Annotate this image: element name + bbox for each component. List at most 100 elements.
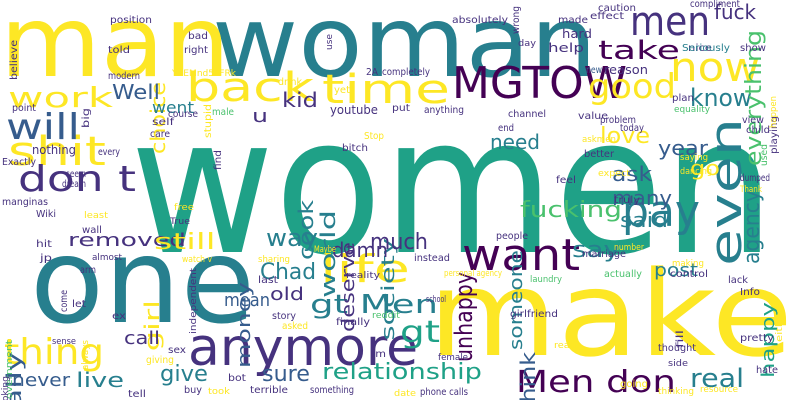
word-anything: anything — [424, 105, 465, 116]
word-independent: independent — [189, 267, 199, 334]
word-u: u — [252, 106, 269, 127]
word-know: know — [690, 84, 753, 112]
word-went: went — [152, 98, 195, 117]
word-view: view — [742, 115, 764, 126]
word-truly: truly — [614, 195, 641, 206]
word-channel: channel — [508, 109, 546, 120]
word-phone-calls: phone calls — [420, 387, 469, 398]
word-mgtow: MGTOW — [452, 58, 627, 109]
word-problem: problem — [600, 115, 637, 126]
word-bitch: bitch — [342, 143, 369, 154]
word-bot: bot — [228, 373, 246, 384]
word-real: real — [690, 364, 745, 394]
word-expect: expect — [598, 169, 630, 179]
word-ask: ask — [612, 162, 652, 186]
word-asked: asked — [282, 321, 309, 332]
word-watch-v: watch v — [182, 255, 212, 265]
word-drink: drink — [278, 77, 303, 88]
word-child: child — [746, 125, 771, 136]
word-removed: removed — [68, 230, 186, 251]
word-seriously: Seriously — [682, 43, 731, 54]
word-personal-agency: personal agency — [444, 269, 503, 279]
word-now: now — [670, 45, 760, 91]
word-control: control — [670, 269, 709, 280]
word-sense: sense — [52, 337, 77, 347]
word-manginas: manginas — [2, 197, 48, 208]
word-live: live — [76, 368, 124, 392]
word-marriage: marriage — [582, 249, 627, 260]
word-course: course — [168, 109, 198, 120]
word-will: will — [6, 107, 81, 148]
word-end: end — [498, 123, 514, 134]
word-equality: equality — [674, 105, 711, 115]
word-way: way — [266, 224, 318, 252]
word-nice: nice — [688, 43, 713, 54]
word-fill: fill — [675, 329, 686, 348]
word-never: never — [12, 370, 71, 391]
word-fuck: fuck — [714, 0, 757, 24]
word-something: something — [310, 385, 355, 396]
word-y8emnd5ffrk: Y8EMnd5FFRk — [172, 69, 237, 79]
word-help: help — [548, 41, 584, 55]
word-yet: yet — [334, 85, 350, 96]
word-info: Info — [740, 287, 760, 298]
word-well: Well — [112, 80, 160, 104]
word-right: right — [184, 45, 208, 56]
word-thinking: thinking — [658, 387, 694, 397]
word-caution: caution — [598, 3, 637, 14]
word-big: big — [81, 107, 92, 128]
word-stop: Stop — [364, 131, 385, 142]
word-believe: believe — [9, 40, 20, 80]
word-making: making — [672, 259, 704, 269]
word-pretty: pretty — [740, 333, 774, 344]
word-kid: kid — [282, 88, 318, 112]
word-read: read — [554, 341, 577, 351]
word-laundry: laundry — [530, 275, 562, 285]
word-bad: bad — [188, 31, 208, 42]
word-always: always — [81, 340, 91, 370]
word-free: free — [174, 203, 195, 213]
word-good: good — [588, 67, 677, 107]
word-seem: seem — [66, 169, 87, 180]
word-work: work — [8, 81, 113, 114]
word-take: take — [598, 36, 680, 66]
word-hate: hate — [756, 365, 779, 376]
word-jp: jp — [40, 253, 53, 264]
word-every: every — [98, 147, 120, 158]
word-men-don: Men don — [516, 365, 676, 400]
word-point: point — [12, 103, 37, 114]
word-give: give — [160, 362, 208, 387]
word-call: call — [124, 328, 161, 349]
word-cook: cook — [294, 199, 318, 260]
word-time: time — [322, 67, 450, 113]
word-let: let — [72, 299, 87, 310]
word-made: made — [558, 15, 588, 26]
word-instead: instead — [414, 253, 450, 264]
word-saying: saying — [680, 153, 709, 163]
word-make: make — [428, 245, 794, 383]
word-don-t: don t — [18, 159, 136, 200]
word-dumped: dumped — [740, 173, 771, 184]
word-damn: damn — [332, 238, 389, 262]
word-arm: arm — [80, 265, 97, 276]
word-agency: agency — [740, 190, 765, 264]
word-buy: buy — [184, 385, 202, 396]
word-male: male — [212, 107, 235, 118]
word-wrong: wrong — [511, 5, 522, 35]
word-plan: plan — [672, 93, 695, 104]
word-story: story — [272, 311, 296, 322]
word-terrible: terrible — [250, 385, 288, 396]
word-wall: wall — [82, 225, 102, 236]
word-actually: actually — [604, 269, 642, 280]
word-year: year — [658, 136, 708, 160]
word-find: find — [213, 150, 224, 170]
word-many: many — [612, 186, 673, 210]
word-hard: hard — [562, 27, 592, 41]
word-post: post — [654, 260, 699, 281]
word-reality: reality — [346, 271, 380, 281]
word-gt: gt — [400, 315, 440, 350]
word-put: put — [392, 103, 411, 114]
word-almost: almost — [92, 253, 122, 263]
word-value: value — [578, 111, 609, 122]
